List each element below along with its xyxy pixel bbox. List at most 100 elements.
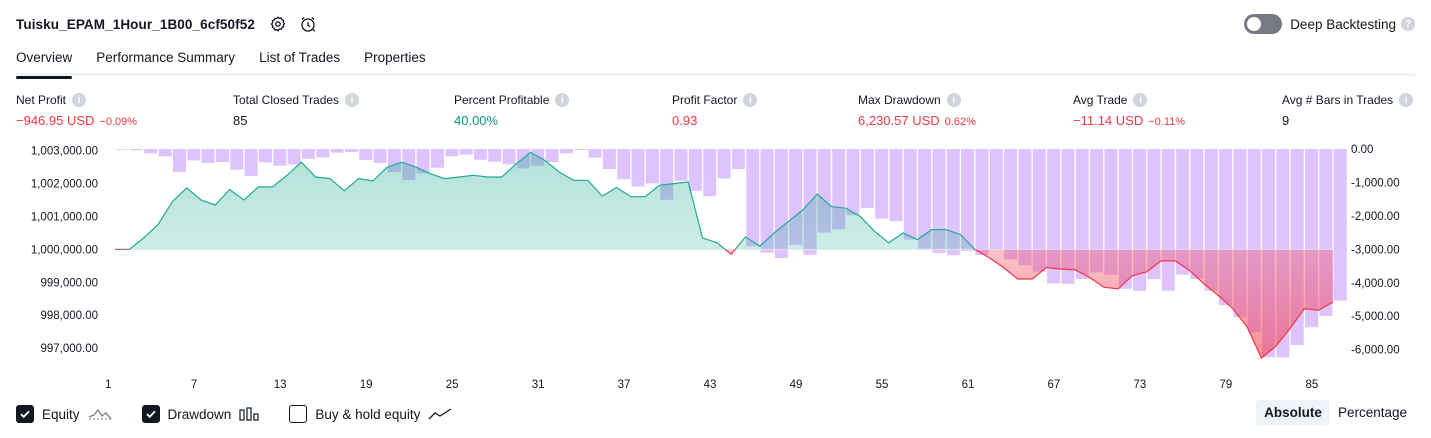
- y-left-tick-label: 998,000.00: [40, 310, 98, 322]
- legend-drawdown[interactable]: Drawdown: [142, 405, 260, 423]
- legend-buy-hold[interactable]: Buy & hold equity: [289, 405, 452, 423]
- info-icon[interactable]: i: [72, 93, 86, 107]
- drawdown-bar: [431, 149, 444, 168]
- metric-label: Avg Trade: [1073, 93, 1127, 107]
- drawdown-bar: [230, 149, 243, 170]
- info-icon[interactable]: i: [947, 93, 961, 107]
- info-icon[interactable]: i: [555, 93, 569, 107]
- metric-label: Avg # Bars in Trades: [1282, 93, 1393, 107]
- drawdown-bar: [732, 149, 745, 169]
- metric-label: Percent Profitable: [454, 93, 549, 107]
- scale-mode-switch: Absolute Percentage: [1256, 400, 1415, 425]
- drawdown-bar: [689, 149, 702, 191]
- drawdown-bar: [603, 149, 616, 169]
- info-icon[interactable]: i: [1399, 93, 1413, 107]
- drawdown-bar: [890, 149, 903, 221]
- metric-value: −11.14 USD: [1073, 113, 1143, 128]
- overview-metrics: Net Profit i −946.95 USD −0.09% Total Clos…: [16, 93, 1415, 133]
- metric-percent: 0.62%: [945, 116, 976, 128]
- drawdown-bar: [345, 149, 358, 152]
- y-right-tick-label: -5,000.00: [1351, 311, 1400, 323]
- deep-backtesting-label: Deep Backtesting: [1290, 17, 1396, 32]
- drawdown-bar: [359, 149, 372, 160]
- y-right-tick-label: -6,000.00: [1351, 345, 1400, 357]
- metric-value: 6,230.57 USD: [858, 113, 940, 128]
- toggle-knob: [1247, 17, 1261, 31]
- drawdown-bar: [703, 149, 716, 196]
- y-right-tick-label: -1,000.00: [1351, 177, 1400, 189]
- buy-hold-label: Buy & hold equity: [315, 407, 420, 422]
- drawdown-bar: [130, 149, 143, 150]
- y-left-tick-label: 1,003,000.00: [31, 146, 98, 158]
- metric-value: 0.93: [672, 113, 697, 128]
- drawdown-bar: [560, 149, 573, 153]
- legend-equity[interactable]: Equity: [16, 405, 112, 423]
- x-tick-label: 19: [360, 379, 373, 391]
- x-tick-label: 13: [274, 379, 287, 391]
- drawdown-bar: [331, 149, 344, 153]
- settings-gear-icon[interactable]: [269, 15, 287, 33]
- metric-profit-factor: Profit Factor i 0.93: [672, 93, 757, 128]
- tab-overview[interactable]: Overview: [16, 44, 72, 76]
- drawdown-bar: [847, 149, 860, 215]
- metric-label: Profit Factor: [672, 93, 737, 107]
- drawdown-bar: [302, 149, 315, 159]
- drawdown-bar: [875, 149, 888, 219]
- drawdown-bar: [159, 149, 172, 156]
- tab-list-of-trades[interactable]: List of Trades: [259, 44, 340, 76]
- buy-hold-checkbox[interactable]: [289, 405, 307, 423]
- info-icon[interactable]: i: [345, 93, 359, 107]
- drawdown-bar: [474, 149, 487, 160]
- x-tick-label: 37: [618, 379, 631, 391]
- x-tick-label: 25: [446, 379, 459, 391]
- x-tick-label: 49: [790, 379, 803, 391]
- chart-legend: Equity Drawdown Buy & hold equity: [16, 403, 482, 425]
- x-tick-label: 85: [1306, 379, 1319, 391]
- strategy-header: Tuisku_EPAM_1Hour_1B00_6cf50f52 Deep Bac…: [16, 12, 1415, 36]
- deep-backtesting: Deep Backtesting ?: [1244, 12, 1415, 36]
- info-icon[interactable]: i: [1133, 93, 1147, 107]
- drawdown-bar: [1004, 149, 1017, 259]
- drawdown-bar: [187, 149, 200, 160]
- drawdown-bar: [173, 149, 186, 172]
- drawdown-bar: [646, 149, 659, 183]
- y-left-tick-label: 1,002,000.00: [31, 179, 98, 191]
- y-left-tick-label: 997,000.00: [40, 343, 98, 355]
- x-tick-label: 73: [1134, 379, 1147, 391]
- help-icon[interactable]: ?: [1401, 17, 1415, 31]
- x-tick-label: 7: [191, 379, 197, 391]
- deep-backtesting-toggle[interactable]: [1244, 14, 1282, 34]
- buy-hold-line-icon: [428, 407, 452, 421]
- drawdown-bar: [990, 149, 1003, 249]
- drawdown-bar: [288, 149, 301, 164]
- metric-avg-bars-in-trades: Avg # Bars in Trades i 9: [1282, 93, 1413, 128]
- tab-performance-summary[interactable]: Performance Summary: [96, 44, 235, 76]
- equity-line-icon: [88, 407, 112, 421]
- metric-label: Total Closed Trades: [233, 93, 339, 107]
- tab-properties[interactable]: Properties: [364, 44, 426, 76]
- drawdown-bars-icon: [239, 407, 259, 421]
- y-right-tick-label: -4,000.00: [1351, 278, 1400, 290]
- info-icon[interactable]: i: [743, 93, 757, 107]
- y-left-tick-label: 1,000,000.00: [31, 244, 98, 256]
- drawdown-bar: [245, 149, 258, 176]
- metric-percent: −0.11%: [1148, 116, 1185, 128]
- drawdown-bar: [144, 149, 157, 153]
- drawdown-bar: [861, 149, 874, 208]
- drawdown-bar: [746, 149, 759, 246]
- alert-clock-icon[interactable]: [299, 15, 317, 33]
- y-right-tick-label: -3,000.00: [1351, 244, 1400, 256]
- drawdown-label: Drawdown: [168, 407, 232, 422]
- strategy-title: Tuisku_EPAM_1Hour_1B00_6cf50f52: [16, 17, 255, 32]
- metric-value: −946.95 USD: [16, 113, 94, 128]
- y-right-tick-label: -2,000.00: [1351, 211, 1400, 223]
- drawdown-bar: [976, 149, 989, 255]
- percentage-button[interactable]: Percentage: [1330, 400, 1415, 425]
- equity-drawdown-chart[interactable]: 1,003,000.00 1,002,000.00 1,001,000.00 1,00…: [0, 140, 1431, 400]
- drawdown-bar: [460, 149, 473, 155]
- absolute-button[interactable]: Absolute: [1256, 400, 1330, 425]
- drawdown-checkbox[interactable]: [142, 405, 160, 423]
- equity-checkbox[interactable]: [16, 405, 34, 423]
- drawdown-bar: [589, 149, 602, 158]
- metric-max-drawdown: Max Drawdown i 6,230.57 USD 0.62%: [858, 93, 976, 128]
